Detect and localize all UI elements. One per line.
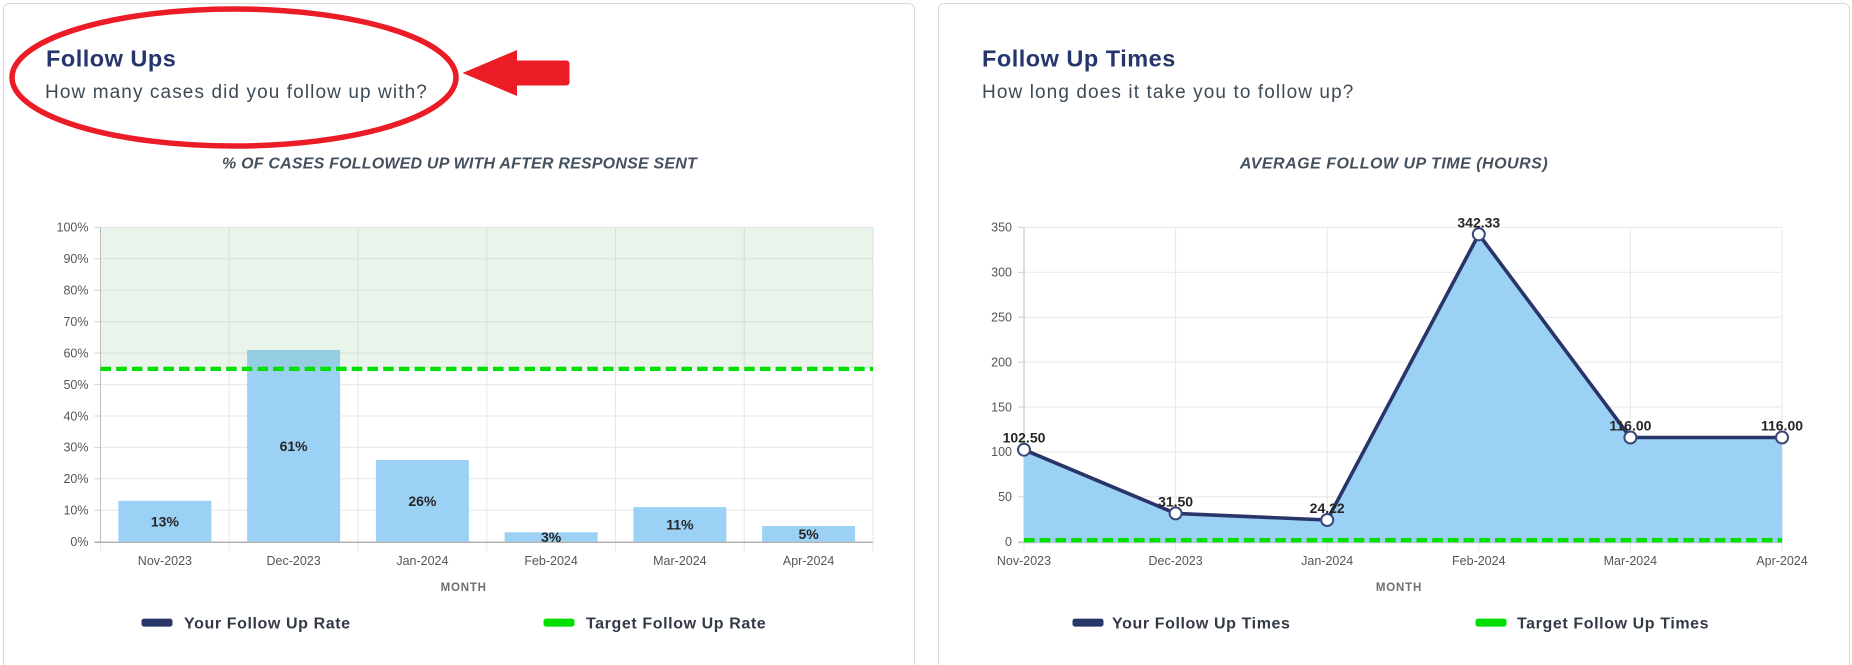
svg-text:AVERAGE FOLLOW UP TIME (HOURS): AVERAGE FOLLOW UP TIME (HOURS): [1239, 156, 1548, 173]
svg-text:70%: 70%: [63, 315, 88, 329]
svg-text:Target Follow Up Rate: Target Follow Up Rate: [586, 616, 766, 633]
svg-text:Target Follow Up Times: Target Follow Up Times: [1517, 616, 1709, 633]
svg-text:Your Follow Up Rate: Your Follow Up Rate: [184, 616, 351, 633]
svg-text:How long does it take you to f: How long does it take you to follow up?: [982, 82, 1354, 103]
svg-text:13%: 13%: [151, 513, 180, 529]
svg-text:150: 150: [991, 400, 1012, 414]
svg-text:Nov-2023: Nov-2023: [138, 554, 192, 568]
svg-text:Your Follow Up Times: Your Follow Up Times: [1112, 616, 1291, 633]
svg-text:116.00: 116.00: [1609, 418, 1651, 434]
svg-text:20%: 20%: [63, 472, 88, 486]
svg-text:90%: 90%: [63, 252, 88, 266]
svg-text:Feb-2024: Feb-2024: [524, 554, 578, 568]
svg-text:Follow Up Times: Follow Up Times: [982, 46, 1176, 72]
svg-text:100%: 100%: [57, 221, 89, 235]
svg-text:Feb-2024: Feb-2024: [1452, 554, 1506, 568]
svg-text:61%: 61%: [280, 438, 309, 454]
svg-text:80%: 80%: [63, 284, 88, 298]
svg-text:0: 0: [1005, 535, 1012, 549]
svg-text:60%: 60%: [63, 346, 88, 360]
svg-text:How many cases did you follow: How many cases did you follow up with?: [45, 82, 428, 103]
svg-text:3%: 3%: [541, 529, 562, 545]
svg-text:26%: 26%: [408, 493, 437, 509]
svg-text:11%: 11%: [666, 516, 694, 532]
svg-text:Mar-2024: Mar-2024: [653, 554, 707, 568]
svg-text:Jan-2024: Jan-2024: [396, 554, 448, 568]
svg-text:10%: 10%: [63, 504, 88, 518]
svg-text:350: 350: [991, 221, 1012, 235]
svg-text:MONTH: MONTH: [441, 582, 487, 594]
svg-text:24.22: 24.22: [1310, 500, 1345, 516]
svg-text:Jan-2024: Jan-2024: [1301, 554, 1353, 568]
svg-text:250: 250: [991, 311, 1012, 325]
svg-text:102.50: 102.50: [1003, 430, 1046, 446]
svg-text:300: 300: [991, 266, 1012, 280]
svg-text:50: 50: [998, 490, 1012, 504]
svg-text:30%: 30%: [63, 441, 88, 455]
svg-text:MONTH: MONTH: [1376, 582, 1422, 594]
svg-text:Dec-2023: Dec-2023: [266, 554, 320, 568]
svg-text:Follow Ups: Follow Ups: [46, 46, 176, 72]
svg-text:50%: 50%: [63, 378, 88, 392]
svg-text:Mar-2024: Mar-2024: [1604, 554, 1658, 568]
svg-text:200: 200: [991, 355, 1012, 369]
svg-text:31.50: 31.50: [1158, 493, 1193, 509]
svg-text:Nov-2023: Nov-2023: [997, 554, 1051, 568]
svg-text:342.33: 342.33: [1457, 214, 1500, 230]
svg-text:% OF CASES FOLLOWED UP WITH AF: % OF CASES FOLLOWED UP WITH AFTER RESPON…: [222, 156, 698, 173]
svg-text:100: 100: [991, 445, 1012, 459]
svg-text:40%: 40%: [63, 409, 88, 423]
svg-text:Dec-2023: Dec-2023: [1148, 554, 1202, 568]
svg-text:116.00: 116.00: [1761, 418, 1803, 434]
svg-text:5%: 5%: [798, 526, 819, 542]
svg-text:Apr-2024: Apr-2024: [1756, 554, 1807, 568]
svg-text:0%: 0%: [70, 535, 88, 549]
svg-text:Apr-2024: Apr-2024: [783, 554, 834, 568]
